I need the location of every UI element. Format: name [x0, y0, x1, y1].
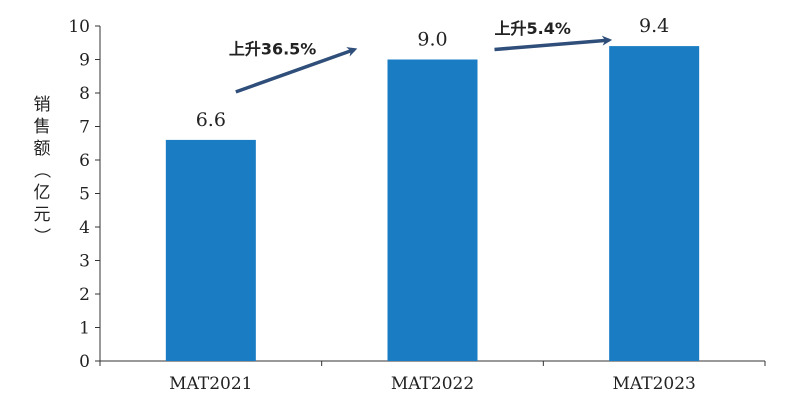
bar-mat2023 [609, 46, 700, 361]
y-axis-label-char: ） [31, 228, 51, 245]
value-labels: 6.6 9.0 9.4 [196, 15, 670, 131]
y-axis-label-char: 亿 [34, 183, 51, 203]
y-tick-label: 4 [79, 218, 90, 238]
y-tick-label: 3 [79, 252, 90, 272]
growth-arrow [235, 47, 358, 94]
x-tick-label: MAT2021 [169, 374, 252, 394]
y-tick-label: 1 [79, 319, 90, 339]
growth-annotation-label: 上升36.5% [229, 40, 317, 59]
y-tick-label: 9 [79, 51, 90, 71]
y-axis-label-char: 售 [34, 117, 51, 137]
bar-mat2022 [387, 59, 478, 361]
data-label: 9.4 [639, 15, 669, 37]
bars [165, 46, 700, 361]
y-axis-label-char: 元 [34, 205, 51, 225]
y-axis-label-char: 销 [34, 95, 51, 115]
y-axis-label-char: 额 [34, 139, 51, 159]
y-tick-label: 0 [79, 352, 90, 372]
y-axis-label-char: （ [31, 162, 51, 179]
y-axis-label: 销售额 （ 亿元 ） [31, 95, 51, 245]
y-tick-label: 5 [79, 185, 90, 205]
growth-arrow [494, 35, 613, 52]
x-tick-label: MAT2023 [612, 374, 695, 394]
y-tick-label: 2 [79, 285, 90, 305]
growth-annotation-label: 上升5.4% [495, 19, 571, 38]
y-tick-label: 7 [79, 118, 90, 138]
x-tick-label: MAT2022 [391, 374, 474, 394]
growth-annotations: 上升36.5% 上升5.4% [229, 19, 613, 94]
y-tick-label: 6 [79, 151, 90, 171]
bar-mat2021 [165, 139, 256, 361]
axes: 0 1 2 3 4 5 6 7 8 9 10 MAT2021 MAT2022 MAT2023 [68, 17, 766, 394]
data-label: 9.0 [417, 29, 447, 51]
y-tick-label: 8 [79, 84, 90, 104]
y-tick-label: 10 [68, 17, 90, 37]
data-label: 6.6 [196, 109, 226, 131]
